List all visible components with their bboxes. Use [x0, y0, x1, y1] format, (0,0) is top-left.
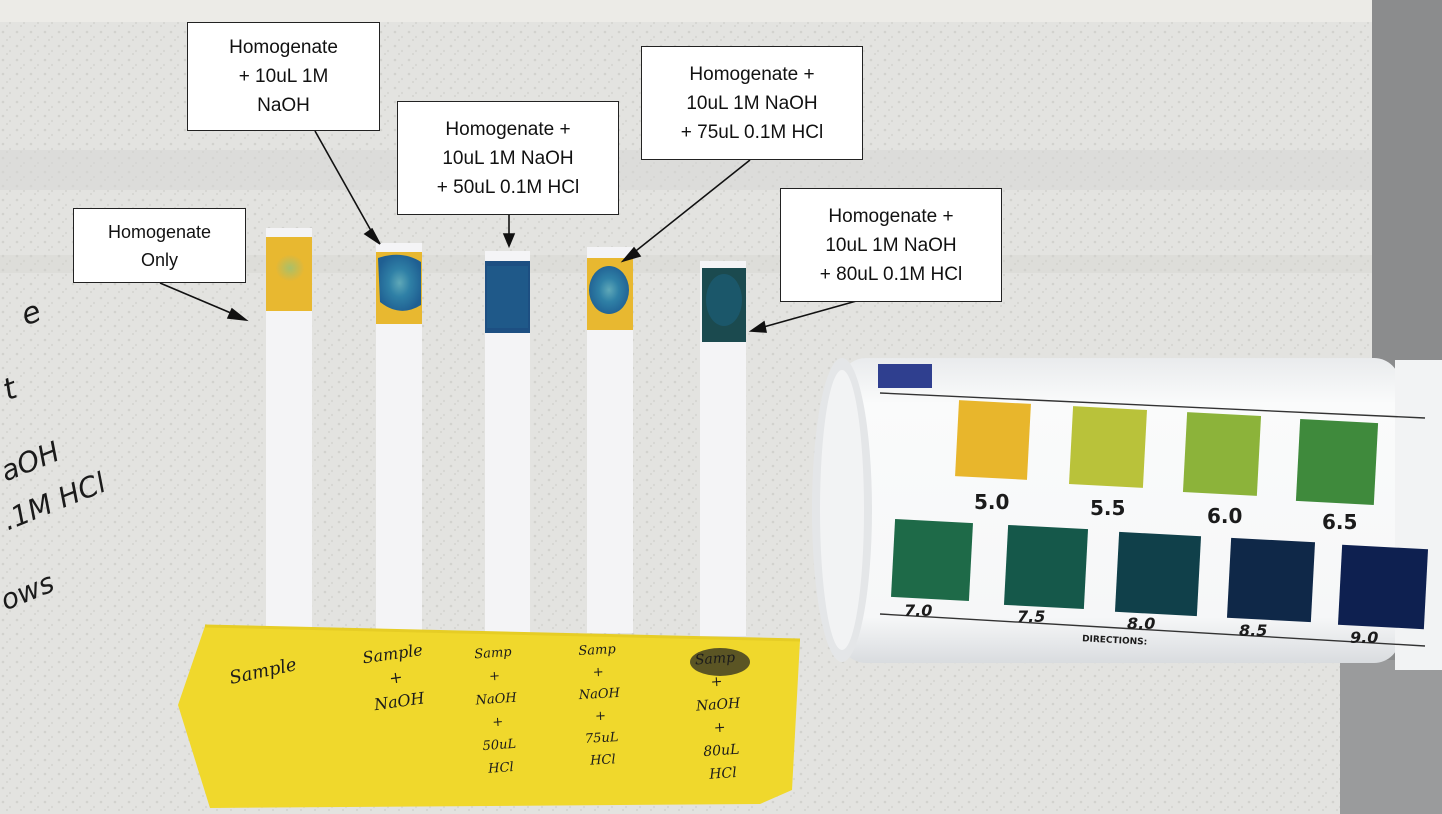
- tape-note-line: NaOH: [578, 685, 621, 704]
- swatch-label: 8.5: [1239, 621, 1268, 640]
- tape-note-4: Samp + NaOH + 75uL HCl: [567, 639, 634, 774]
- callout-line: 10uL 1M NaOH: [825, 234, 957, 256]
- callout-line: Homogenate: [229, 37, 338, 58]
- callout-line: + 80uL 0.1M HCl: [819, 263, 963, 285]
- swatch-label: 5.5: [1090, 496, 1126, 520]
- tray-edge: [0, 0, 1442, 22]
- ph-swatch-bottom-0: [891, 519, 973, 601]
- callout-line: 10uL 1M NaOH: [442, 147, 574, 169]
- callout-naoh: Homogenate + 10uL 1M NaOH: [187, 22, 380, 131]
- tape-note-3: Samp + NaOH + 50uL HCl: [462, 640, 531, 782]
- ph-swatch-bottom-3: [1226, 537, 1316, 623]
- swatch-label: 6.5: [1322, 510, 1358, 534]
- callout-naoh-50ul-hcl: Homogenate + 10uL 1M NaOH + 50uL 0.1M HC…: [397, 101, 619, 215]
- ph-swatch-top-0: [955, 400, 1031, 480]
- callout-line: Homogenate: [107, 221, 212, 242]
- tape-note-line: +: [594, 708, 607, 725]
- tape-note-5: Samp + NaOH + 80uL HCl: [679, 646, 758, 789]
- swatch-label: 9.0: [1350, 628, 1379, 647]
- callout-line: Homogenate +: [445, 118, 571, 140]
- callout-homogenate-only: Homogenate Only: [73, 208, 246, 283]
- swatch-label: 7.0: [904, 601, 933, 620]
- ph-swatch-bottom-2: [1114, 531, 1202, 617]
- tape-note-line: Samp: [578, 642, 617, 660]
- callout-line: + 75uL 0.1M HCl: [680, 121, 824, 143]
- swatch-label: 6.0: [1207, 504, 1243, 528]
- callout-arrows: [159, 130, 861, 333]
- callout-line: NaOH: [257, 95, 310, 116]
- callout-line: Homogenate +: [828, 205, 954, 227]
- tape-note-line: HCl: [589, 752, 616, 769]
- ph-strip-2: [376, 243, 422, 631]
- ph-strip-1: [266, 228, 312, 628]
- ph-swatch-bottom-1: [1003, 524, 1089, 610]
- ph-swatch-top-3: [1295, 419, 1379, 505]
- swatch-label: 8.0: [1127, 614, 1156, 633]
- ph-strip-4: [587, 247, 633, 633]
- scribble-blob: [690, 648, 750, 676]
- callout-line: Homogenate +: [689, 63, 815, 85]
- swatch-label: 5.0: [974, 490, 1010, 514]
- labeling-tape: [178, 626, 800, 808]
- callout-naoh-75ul-hcl: Homogenate + 10uL 1M NaOH + 75uL 0.1M HC…: [641, 46, 863, 160]
- callout-line: 10uL 1M NaOH: [686, 92, 818, 114]
- callout-line: Only: [140, 249, 178, 270]
- tape-note-line: HCl: [708, 764, 738, 783]
- tape-note-line: 75uL: [584, 730, 619, 747]
- callout-line: + 50uL 0.1M HCl: [436, 176, 580, 198]
- ph-color-swatches: [891, 400, 1429, 630]
- ph-swatch-bottom-4: [1337, 544, 1429, 630]
- ph-swatch-top-1: [1069, 406, 1147, 488]
- tape-note-line: HCl: [487, 759, 515, 777]
- callout-line: + 10uL 1M: [238, 66, 329, 87]
- ph-strip-5: [700, 261, 746, 636]
- tape-note-line: +: [592, 664, 605, 681]
- callout-naoh-80ul-hcl: Homogenate + 10uL 1M NaOH + 80uL 0.1M HC…: [780, 188, 1002, 302]
- swatch-label: 7.5: [1017, 607, 1046, 626]
- tape-note-2: Sample + NaOH: [351, 637, 440, 719]
- ph-swatch-top-2: [1182, 412, 1262, 496]
- ph-strip-3: [485, 251, 530, 635]
